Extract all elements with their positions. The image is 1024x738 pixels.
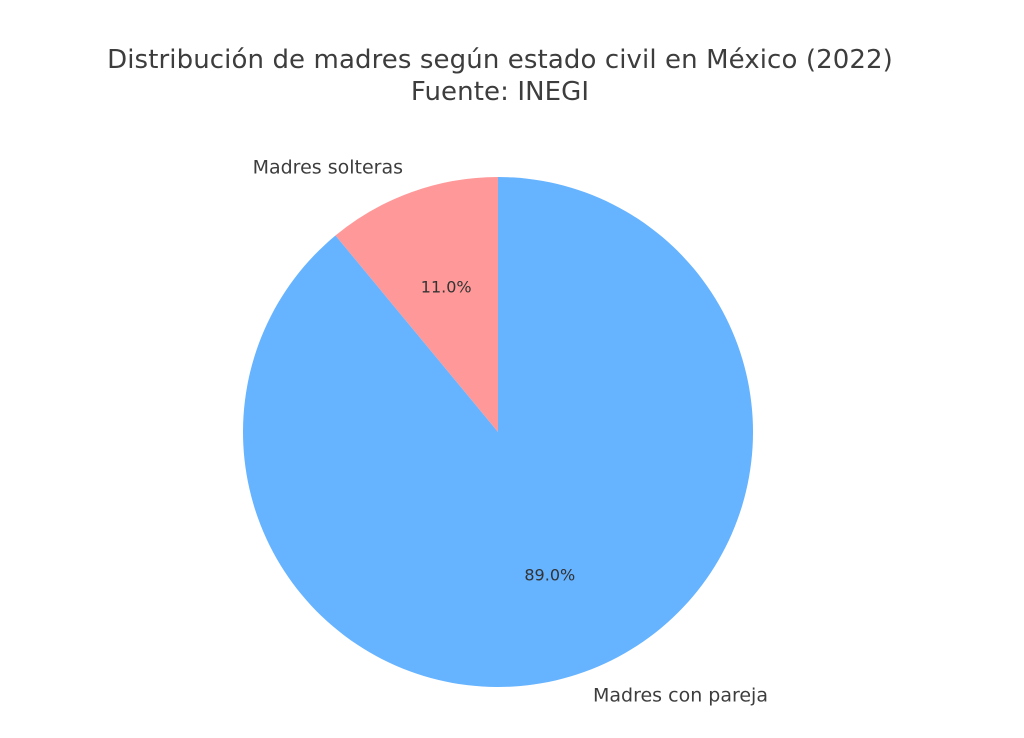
pie-slice-madres-con-pareja bbox=[243, 176, 754, 687]
pct-label-madres-solteras: 11.0% bbox=[421, 278, 472, 297]
pie-slice-madres-solteras bbox=[335, 177, 498, 432]
pct-label-madres-con-pareja: 89.0% bbox=[524, 566, 575, 585]
chart-subtitle: Fuente: INEGI bbox=[410, 77, 590, 107]
slice-label-madres-con-pareja: Madres con pareja bbox=[593, 684, 768, 706]
slice-label-madres-solteras: Madres solteras bbox=[253, 157, 403, 179]
chart-title-block: Distribución de madres según estado civi… bbox=[0, 44, 1000, 108]
chart-title: Distribución de madres según estado civi… bbox=[107, 45, 893, 75]
